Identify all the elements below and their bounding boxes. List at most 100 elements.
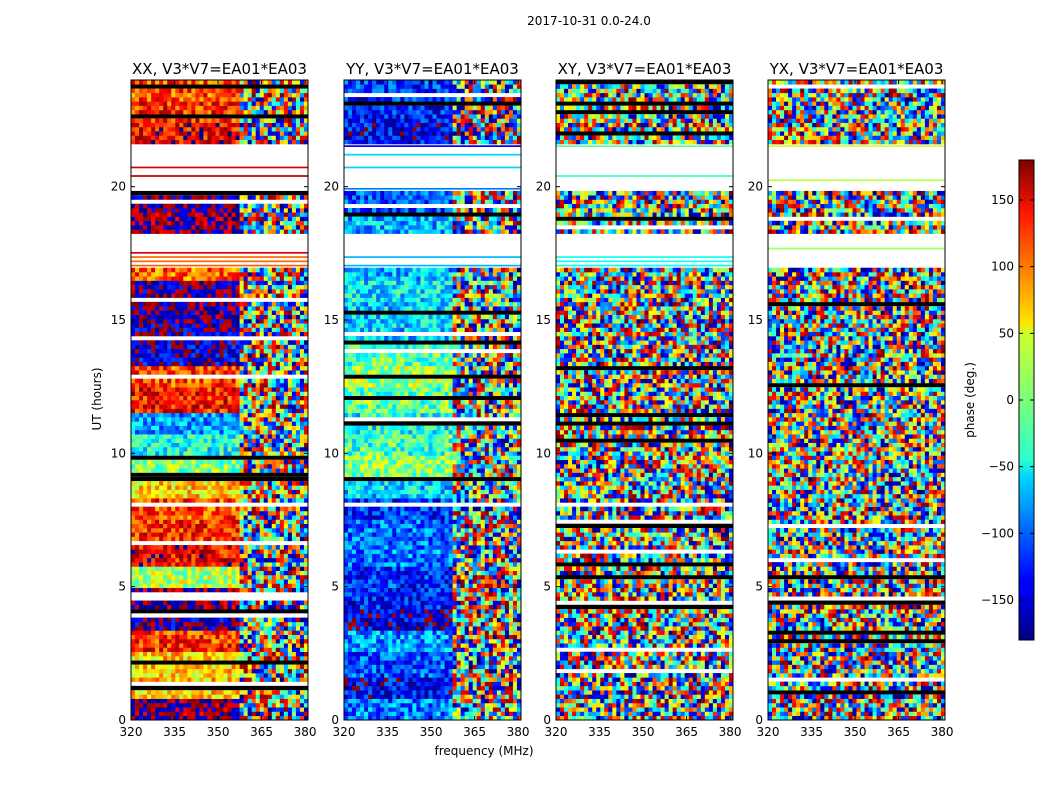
heatmap-cell <box>251 715 257 721</box>
heatmap-cell <box>243 135 248 141</box>
heatmap-cell <box>227 387 232 392</box>
heatmap-cell <box>287 272 293 277</box>
heatmap-cell <box>231 651 236 657</box>
heatmap-cell <box>231 702 236 708</box>
heatmap-cell <box>211 489 216 495</box>
heatmap-cell <box>171 122 176 128</box>
heatmap-cell <box>279 664 285 670</box>
heatmap-cell <box>287 574 293 580</box>
heatmap-cell <box>243 276 248 281</box>
heatmap-cell <box>299 293 305 298</box>
heatmap-cell <box>195 638 200 644</box>
heatmap-cell <box>251 446 257 452</box>
x-tick-label: 380 <box>294 725 317 739</box>
heatmap-cell <box>295 528 301 533</box>
heatmap-cell <box>203 647 208 653</box>
heatmap-cell <box>135 621 140 627</box>
heatmap-cell <box>155 387 160 392</box>
heatmap-cell <box>267 459 273 465</box>
heatmap-cell <box>231 327 236 333</box>
heatmap-cell <box>191 528 196 533</box>
heatmap-cell <box>135 220 140 226</box>
heatmap-cell <box>207 284 212 290</box>
heatmap-cell <box>219 536 224 542</box>
heatmap-cell <box>231 348 236 354</box>
heatmap-cell <box>159 566 164 571</box>
heatmap-cell <box>207 97 212 102</box>
heatmap-cell <box>163 216 168 222</box>
heatmap-cell <box>215 651 220 657</box>
heatmap-cell <box>259 340 265 345</box>
heatmap-cell <box>135 323 140 328</box>
heatmap-cell <box>171 80 176 85</box>
heatmap-cell <box>155 353 160 358</box>
heatmap-cell <box>211 280 216 286</box>
heatmap-cell <box>299 634 305 640</box>
heatmap-cell <box>223 370 228 375</box>
heatmap-cell <box>203 272 208 277</box>
heatmap-cell <box>211 348 216 354</box>
heatmap-cell <box>143 421 148 426</box>
heatmap-cell <box>255 97 261 102</box>
heatmap-cell <box>131 446 136 452</box>
heatmap-cell <box>167 707 172 712</box>
heatmap-cell <box>179 630 184 635</box>
heatmap-cell <box>279 638 285 644</box>
heatmap-cell <box>199 122 204 128</box>
heatmap-cell <box>255 630 261 635</box>
heatmap-cell <box>207 370 212 375</box>
heatmap-cell <box>303 698 309 704</box>
heatmap-cell <box>167 643 172 648</box>
heatmap-cell <box>263 118 269 123</box>
heatmap-cell <box>255 600 261 606</box>
heatmap-cell <box>207 212 212 217</box>
heatmap-cell <box>183 301 188 307</box>
heatmap-cell <box>235 600 240 606</box>
heatmap-cell <box>203 549 208 554</box>
heatmap-cell <box>243 208 248 213</box>
heatmap-cell <box>171 485 176 490</box>
heatmap-cell <box>203 690 208 695</box>
heatmap-cell <box>247 267 252 273</box>
heatmap-cell <box>235 293 240 298</box>
heatmap-cell <box>171 378 176 384</box>
heatmap-cell <box>151 528 156 533</box>
heatmap-cell <box>219 404 224 409</box>
heatmap-cell <box>211 506 216 512</box>
heatmap-cell <box>155 442 160 448</box>
heatmap-cell <box>151 446 156 452</box>
heatmap-cell <box>167 105 172 111</box>
heatmap-cell <box>267 216 273 222</box>
heatmap-cell <box>147 562 152 567</box>
heatmap-cell <box>299 481 305 486</box>
heatmap-cell <box>275 626 281 631</box>
heatmap-cell <box>247 331 252 337</box>
heatmap-cell <box>183 225 188 230</box>
heatmap-cell <box>203 122 208 128</box>
heatmap-cell <box>227 395 232 401</box>
heatmap-cell <box>295 80 301 85</box>
heatmap-cell <box>163 126 168 132</box>
heatmap-cell <box>279 468 285 473</box>
heatmap-cell <box>211 523 216 529</box>
heatmap-cell <box>143 404 148 409</box>
heatmap-cells <box>344 80 522 721</box>
heatmap-cell <box>247 698 252 704</box>
heatmap-cell <box>215 212 220 217</box>
heatmap-cell <box>223 195 228 200</box>
heatmap-cell <box>303 519 309 525</box>
heatmap-cell <box>275 468 281 473</box>
heatmap-cell <box>211 216 216 222</box>
heatmap-cell <box>275 656 281 661</box>
heatmap-cell <box>151 395 156 401</box>
heatmap-cell <box>183 306 188 311</box>
heatmap-cell <box>247 105 252 111</box>
heatmap-cell <box>239 562 244 567</box>
heatmap-cell <box>135 314 140 320</box>
heatmap-cell <box>267 306 273 311</box>
heatmap-cell <box>167 280 172 286</box>
heatmap-cell <box>227 353 232 358</box>
heatmap-cell <box>155 203 160 209</box>
heatmap-cell <box>219 344 224 350</box>
heatmap-cell <box>251 673 257 678</box>
